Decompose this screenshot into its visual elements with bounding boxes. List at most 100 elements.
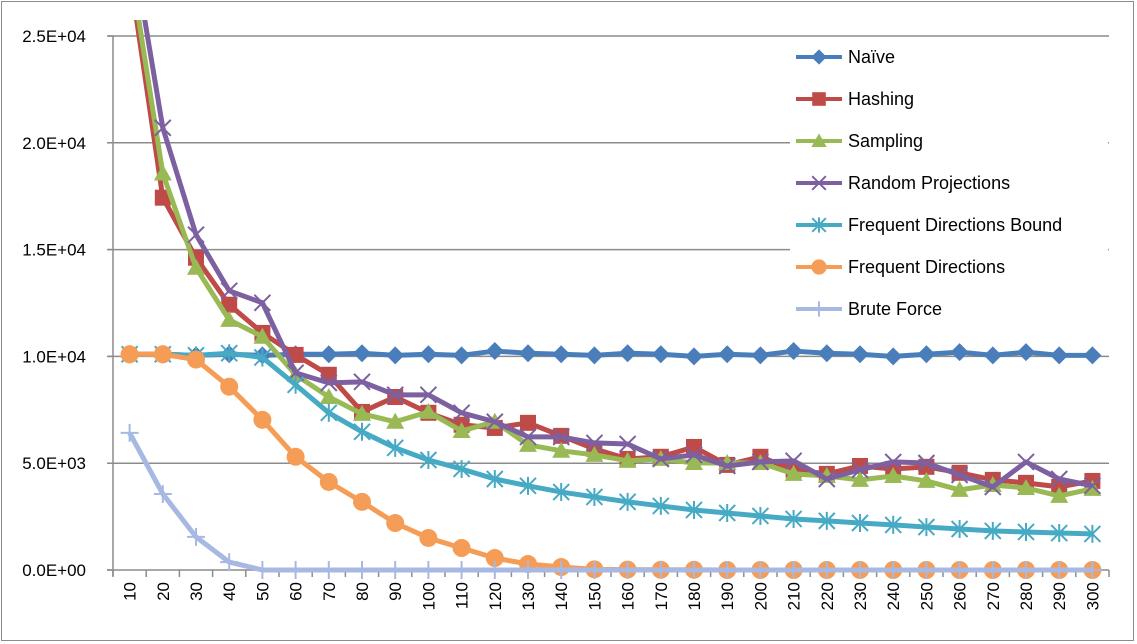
marker-asterisk	[1017, 522, 1035, 541]
marker-x	[419, 386, 438, 404]
x-tick-label: 270	[984, 582, 1003, 610]
marker-plus	[983, 561, 1002, 579]
series-frequent-directions	[120, 345, 1102, 579]
marker-plus	[419, 561, 438, 579]
marker-asterisk	[253, 348, 272, 367]
x-tick-label: 90	[386, 582, 405, 601]
legend-item: Brute Force	[796, 299, 942, 319]
x-tick-label: 110	[453, 582, 472, 609]
marker-diamond	[851, 345, 869, 364]
marker-asterisk	[811, 217, 827, 233]
marker-asterisk	[784, 509, 803, 528]
marker-triangle	[784, 464, 803, 481]
marker-x	[818, 470, 836, 488]
marker-plus	[651, 561, 670, 579]
marker-circle	[811, 259, 827, 275]
marker-plus	[452, 561, 471, 579]
legend-label: Sampling	[848, 131, 923, 151]
marker-x	[1017, 453, 1035, 471]
marker-triangle	[353, 404, 371, 421]
marker-triangle	[419, 402, 438, 419]
x-tick-label: 240	[884, 582, 903, 610]
marker-x	[950, 466, 969, 484]
marker-x	[519, 428, 537, 446]
x-tick-label: 180	[685, 582, 704, 610]
x-tick-label: 100	[419, 582, 438, 610]
marker-asterisk	[419, 450, 438, 469]
marker-asterisk	[984, 521, 1002, 540]
marker-x	[486, 413, 504, 431]
legend-label: Random Projections	[848, 173, 1010, 193]
marker-asterisk	[320, 403, 338, 422]
x-tick-label: 140	[552, 582, 571, 610]
marker-diamond	[452, 346, 471, 365]
marker-plus	[751, 561, 770, 579]
legend-item: Naïve	[796, 47, 895, 67]
legend-label: Naïve	[848, 47, 895, 67]
marker-asterisk	[718, 503, 736, 522]
marker-x	[984, 478, 1002, 496]
marker-plus	[685, 561, 703, 579]
legend-background	[790, 38, 1108, 328]
marker-diamond	[718, 345, 737, 364]
marker-x	[452, 404, 471, 422]
marker-circle	[120, 345, 139, 364]
y-tick-label: 0.0E+00	[22, 561, 86, 580]
marker-plus	[353, 561, 371, 579]
marker-circle	[452, 538, 471, 557]
marker-plus	[319, 561, 338, 579]
x-tick-label: 170	[652, 582, 671, 610]
marker-diamond	[651, 345, 670, 364]
marker-triangle	[220, 310, 239, 327]
marker-triangle	[519, 435, 537, 452]
marker-asterisk	[851, 514, 869, 533]
x-tick-label: 130	[519, 582, 538, 610]
marker-plus	[950, 561, 969, 579]
series-brute-force	[120, 423, 1102, 579]
legend-item: Hashing	[796, 89, 914, 109]
marker-asterisk	[552, 483, 570, 502]
x-tick-label: 80	[353, 582, 372, 601]
series-line	[142, 20, 1093, 490]
marker-x	[585, 434, 604, 452]
marker-square	[154, 189, 171, 206]
marker-plus	[1050, 561, 1069, 579]
x-tick-label: 300	[1083, 582, 1102, 610]
marker-circle	[187, 350, 205, 369]
legend-label: Frequent Directions	[848, 257, 1005, 277]
legend-item: Frequent Directions	[796, 257, 1005, 277]
marker-circle	[353, 492, 371, 511]
marker-asterisk	[652, 496, 670, 515]
marker-circle	[286, 447, 305, 466]
x-tick-label: 260	[951, 582, 970, 610]
marker-square	[812, 92, 826, 106]
marker-asterisk	[452, 459, 471, 478]
x-tick-label: 10	[121, 582, 140, 601]
x-tick-label: 50	[253, 582, 272, 601]
marker-diamond	[817, 344, 836, 363]
x-tick-label: 150	[585, 582, 604, 610]
marker-diamond	[950, 343, 969, 362]
marker-triangle	[618, 451, 637, 468]
marker-x	[751, 453, 770, 471]
marker-x	[917, 454, 936, 472]
marker-triangle	[1083, 479, 1102, 496]
marker-triangle	[452, 421, 471, 438]
series-line	[129, 351, 1093, 573]
marker-asterisk	[751, 506, 770, 525]
marker-x	[1050, 470, 1068, 488]
marker-triangle	[552, 441, 571, 458]
marker-diamond	[983, 346, 1002, 365]
legend-item: Sampling	[796, 131, 923, 151]
marker-triangle	[319, 387, 338, 404]
marker-triangle	[585, 445, 604, 462]
x-tick-label: 220	[818, 582, 837, 610]
marker-plus	[485, 561, 504, 579]
marker-circle	[419, 528, 438, 547]
marker-square	[221, 296, 238, 313]
marker-asterisk	[353, 422, 371, 441]
marker-plus	[1017, 561, 1035, 579]
marker-diamond	[419, 345, 438, 364]
marker-diamond	[811, 49, 827, 65]
x-tick-label: 60	[287, 582, 306, 601]
